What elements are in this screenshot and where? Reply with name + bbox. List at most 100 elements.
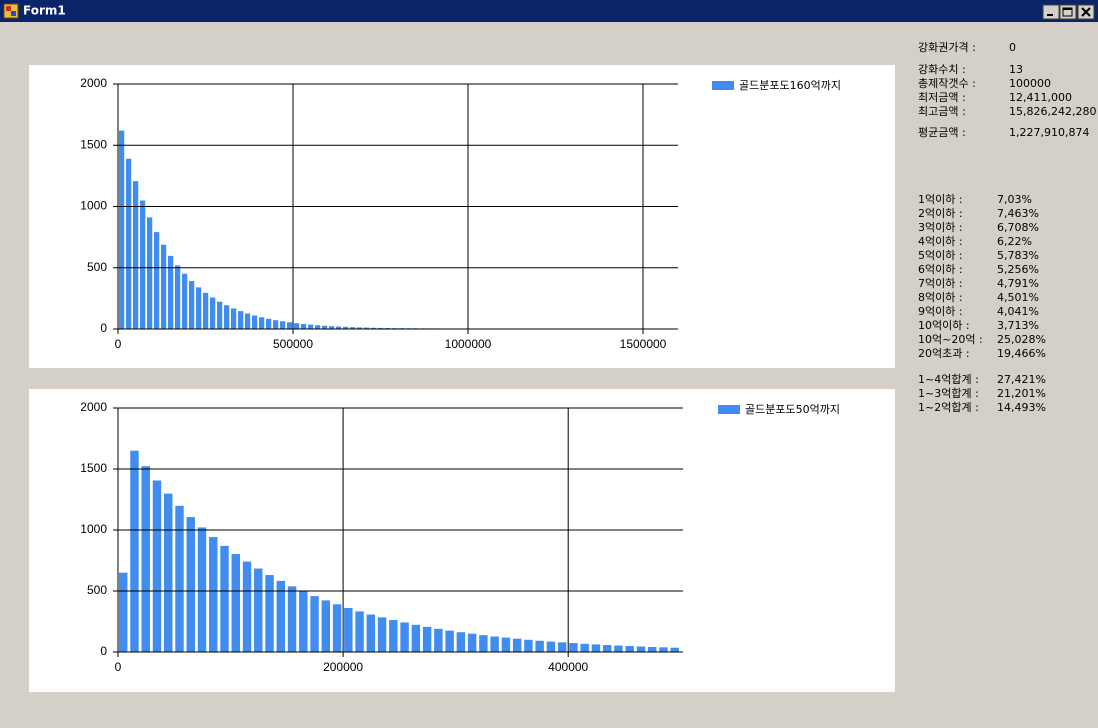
info-label: 1~3억합계 :: [918, 387, 979, 400]
info-value: 1,227,910,874: [1009, 126, 1089, 139]
info-value: 13: [1009, 63, 1023, 76]
legend-label: 골드분포도160억까지: [739, 79, 841, 92]
bar: [366, 614, 376, 652]
y-tick-label: 1000: [80, 199, 107, 213]
bar: [389, 620, 398, 652]
bar: [490, 636, 499, 652]
bar: [308, 324, 314, 329]
bar: [332, 604, 342, 652]
info-value: 6,708%: [997, 221, 1039, 234]
bar: [569, 643, 578, 652]
bar: [189, 280, 195, 329]
bar: [220, 545, 229, 652]
info-value: 27,421%: [997, 373, 1046, 386]
info-value: 100000: [1009, 77, 1051, 90]
bar: [310, 596, 319, 652]
info-label: 8억이하 :: [918, 290, 963, 304]
legend-label: 골드분포도50억까지: [745, 403, 840, 416]
bar: [252, 315, 258, 329]
info-value: 14,493%: [997, 401, 1046, 414]
info-label: 1~4억합계 :: [918, 373, 979, 386]
info-value: 4,041%: [997, 305, 1039, 318]
bar: [254, 568, 263, 652]
maximize-button[interactable]: [1059, 4, 1077, 20]
bar: [467, 633, 477, 652]
bar: [557, 642, 567, 652]
bar: [154, 232, 160, 329]
info-value: 12,411,000: [1009, 91, 1072, 104]
bar: [344, 607, 353, 652]
bar: [580, 643, 589, 652]
info-value: 25,028%: [997, 333, 1046, 346]
minimize-button[interactable]: [1042, 4, 1060, 20]
info-label: 5억이하 :: [918, 248, 963, 262]
info-label: 총제작갯수 :: [918, 77, 976, 90]
bar: [321, 600, 331, 652]
info-label: 4억이하 :: [918, 234, 963, 248]
info-label: 10억이하 :: [918, 318, 970, 332]
legend-swatch: [718, 405, 740, 414]
bar: [133, 181, 139, 329]
bar: [355, 611, 364, 652]
bar: [614, 645, 623, 652]
y-tick-label: 1500: [80, 137, 107, 151]
bar: [371, 327, 377, 329]
info-label: 2억이하 :: [918, 206, 963, 220]
bar: [175, 265, 181, 329]
bar: [280, 321, 286, 329]
bar: [422, 626, 432, 652]
bar: [315, 325, 321, 329]
bar: [294, 323, 300, 329]
bar: [670, 647, 679, 652]
bar: [287, 586, 297, 652]
bar: [625, 646, 634, 652]
bar: [357, 327, 363, 329]
y-tick-label: 0: [100, 321, 107, 335]
window-title: Form1: [23, 4, 66, 18]
bar: [336, 326, 342, 329]
info-label: 6억이하 :: [918, 262, 963, 276]
info-value: 6,22%: [997, 235, 1032, 248]
bar: [119, 130, 125, 329]
x-tick-label: 1500000: [620, 337, 667, 351]
chart-panel: [29, 65, 895, 368]
bar: [273, 320, 279, 329]
bar: [546, 641, 556, 652]
bar: [501, 637, 511, 652]
info-value: 3,713%: [997, 319, 1039, 332]
info-label: 20억초과 :: [918, 347, 970, 360]
bar: [377, 617, 387, 652]
bar: [182, 273, 188, 329]
bar: [276, 580, 286, 652]
bar: [130, 450, 139, 652]
bar: [524, 639, 533, 652]
bar: [203, 292, 209, 329]
bar: [411, 624, 421, 652]
bar: [209, 537, 218, 652]
legend-swatch: [712, 81, 734, 90]
app-icon-part: [11, 11, 16, 16]
x-tick-label: 400000: [548, 660, 588, 674]
info-value: 21,201%: [997, 387, 1046, 400]
bar: [636, 646, 646, 652]
info-value: 7,463%: [997, 207, 1039, 220]
bar: [659, 647, 668, 652]
info-value: 19,466%: [997, 347, 1046, 360]
bar: [445, 630, 454, 652]
info-value: 0: [1009, 41, 1016, 54]
bar: [152, 480, 162, 652]
y-tick-label: 500: [87, 260, 107, 274]
bar: [245, 313, 251, 329]
bar: [141, 466, 150, 652]
info-value: 5,256%: [997, 263, 1039, 276]
info-value: 4,791%: [997, 277, 1039, 290]
bar: [119, 572, 128, 652]
bar: [343, 326, 349, 329]
info-label: 강화수치 :: [918, 63, 966, 76]
bar: [259, 317, 265, 329]
close-button[interactable]: [1077, 4, 1095, 20]
bar: [186, 517, 195, 652]
bar: [456, 632, 466, 652]
bar: [231, 308, 237, 329]
